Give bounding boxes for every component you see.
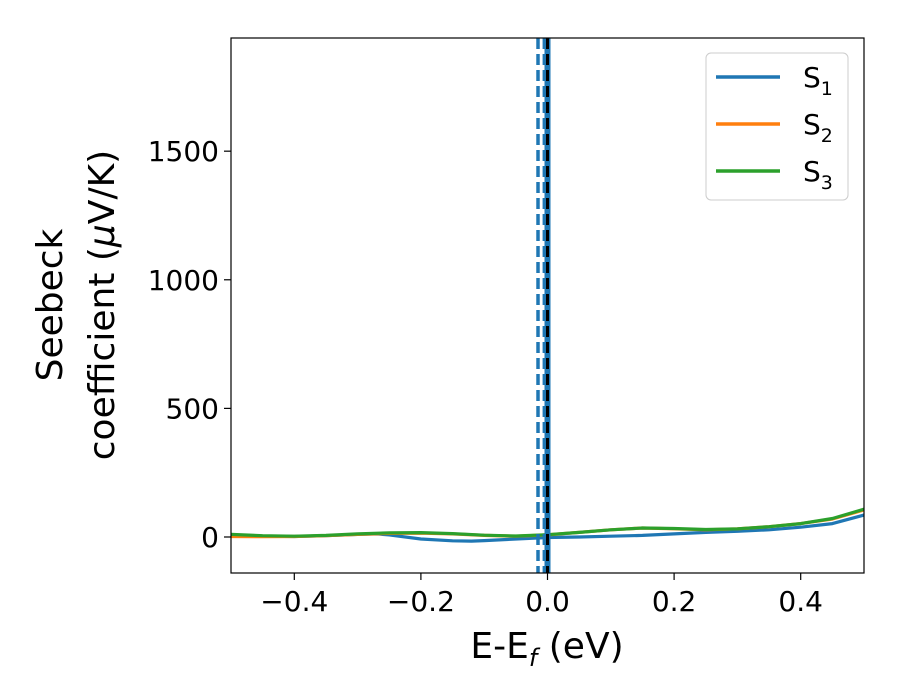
legend-box (705, 52, 849, 201)
y-axis-title: Seebeck coefficient (μV/K) (30, 150, 123, 460)
x-axis-title: E-Ef (eV) (470, 626, 623, 672)
y-tick-label: 1500 (148, 135, 219, 168)
legend-label-s1: S1 (803, 61, 833, 100)
x-tick-label: 0.2 (652, 585, 697, 618)
legend-label-s3: S3 (803, 155, 833, 194)
legend: S1 S2 S3 (705, 52, 849, 201)
legend-label-s2: S2 (803, 108, 833, 147)
x-tick-label: 0.4 (778, 585, 823, 618)
x-tick-label: −0.4 (260, 585, 328, 618)
x-tick-label: 0.0 (525, 585, 570, 618)
y-tick-label: 1000 (148, 264, 219, 297)
y-tick-label: 0 (201, 521, 219, 554)
svg-text:Seebeck: Seebeck (30, 228, 71, 381)
y-tick-label: 500 (166, 392, 219, 425)
svg-text:coefficient (μV/K): coefficient (μV/K) (82, 150, 123, 460)
x-tick-label: −0.2 (387, 585, 455, 618)
